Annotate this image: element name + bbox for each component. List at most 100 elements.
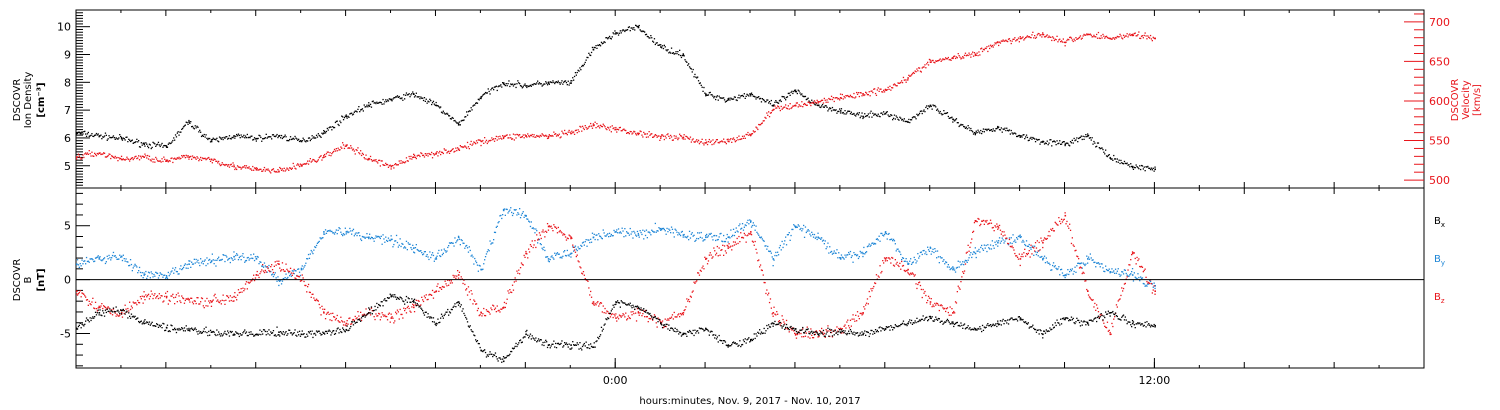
by-sample <box>521 212 523 215</box>
by-sample <box>1105 265 1107 267</box>
by-sample <box>537 242 539 244</box>
bz-sample <box>817 336 819 338</box>
velocity-sample <box>1109 38 1111 40</box>
ion-density-sample <box>122 137 124 139</box>
by-sample <box>762 239 764 242</box>
velocity-sample <box>618 127 621 129</box>
by-sample <box>966 261 968 263</box>
ion-density-sample <box>133 141 135 144</box>
bz-sample <box>910 273 913 275</box>
velocity-sample <box>728 141 730 143</box>
bz-sample <box>679 316 681 318</box>
by-sample <box>1008 237 1011 239</box>
ion-density-sample <box>85 135 88 137</box>
velocity-sample <box>183 155 186 157</box>
ion-density-sample <box>1005 129 1007 132</box>
velocity-sample <box>683 134 685 136</box>
velocity-sample <box>232 162 234 164</box>
bz-sample <box>385 315 387 318</box>
velocity-sample <box>295 168 297 170</box>
velocity-sample <box>1057 41 1059 43</box>
by-sample <box>902 257 905 259</box>
velocity-sample <box>923 66 925 68</box>
by-sample <box>974 247 976 249</box>
velocity-sample <box>1060 40 1063 42</box>
bz-sample <box>160 295 162 297</box>
bz-sample <box>168 299 170 301</box>
by-sample <box>76 259 79 261</box>
by-point <box>1131 274 1134 276</box>
by-sample <box>586 245 588 247</box>
by-sample <box>989 244 992 246</box>
velocity-sample <box>576 132 578 134</box>
bz-sample <box>811 334 813 336</box>
velocity-sample <box>938 59 940 61</box>
by-sample <box>585 239 587 241</box>
velocity-sample <box>805 104 807 106</box>
ion-density-sample <box>621 30 623 32</box>
ion-density-sample <box>652 41 655 43</box>
by-sample <box>702 240 704 242</box>
by-sample <box>698 232 701 234</box>
ion-density-sample <box>964 127 967 129</box>
by-sample <box>375 235 377 237</box>
bz-sample <box>670 317 672 319</box>
velocity-sample <box>1131 34 1134 37</box>
velocity-sample <box>663 138 665 141</box>
bz-sample <box>242 287 244 289</box>
velocity-sample <box>883 91 886 93</box>
by-sample <box>606 234 608 236</box>
ion-density-sample <box>520 85 523 87</box>
velocity-sample <box>110 157 112 160</box>
velocity-sample <box>381 160 383 162</box>
ion-density-sample <box>877 113 879 115</box>
bz-point <box>278 263 280 265</box>
ion-density-sample <box>895 115 897 117</box>
velocity-sample <box>898 82 900 84</box>
ion-density-sample <box>1121 162 1123 164</box>
ion-density-sample <box>1108 154 1110 156</box>
velocity-sample <box>438 152 440 154</box>
velocity-sample <box>808 101 810 103</box>
velocity-sample <box>647 136 649 138</box>
ion-density-sample <box>332 126 334 128</box>
velocity-sample <box>874 88 876 90</box>
bz-sample <box>819 330 821 332</box>
by-sample <box>417 249 419 251</box>
velocity-sample <box>691 139 693 141</box>
by-sample <box>149 277 151 279</box>
by-sample <box>898 250 900 252</box>
ion-density-sample <box>661 47 663 49</box>
bz-sample <box>123 312 125 315</box>
ion-density-sample <box>1139 165 1141 167</box>
bz-sample <box>214 293 216 295</box>
by-sample <box>781 240 783 243</box>
ion-density-sample <box>920 110 922 112</box>
velocity-sample <box>930 61 932 63</box>
ion-density-sample <box>469 110 471 112</box>
velocity-sample <box>480 144 482 147</box>
ion-density-sample <box>617 32 619 34</box>
by-sample <box>129 259 132 261</box>
ion-density-sample <box>247 137 249 139</box>
by-sample <box>826 246 828 248</box>
velocity-sample <box>479 139 481 141</box>
velocity-sample <box>466 141 469 144</box>
by-sample <box>249 257 251 260</box>
bz-sample <box>253 279 256 282</box>
bz-sample <box>792 327 794 329</box>
velocity-point <box>660 135 662 138</box>
by-sample <box>741 223 744 225</box>
velocity-sample <box>727 138 729 140</box>
by-sample <box>1069 270 1071 273</box>
velocity-sample <box>465 146 467 148</box>
ion-density-point <box>1064 143 1067 146</box>
by-sample <box>112 251 115 254</box>
ion-density-sample <box>963 126 966 128</box>
ion-density-sample <box>1133 166 1135 169</box>
by-sample <box>378 235 380 238</box>
ion-density-sample <box>172 139 174 142</box>
by-sample <box>291 270 293 272</box>
bz-sample <box>827 325 829 327</box>
bz-sample <box>101 303 103 305</box>
